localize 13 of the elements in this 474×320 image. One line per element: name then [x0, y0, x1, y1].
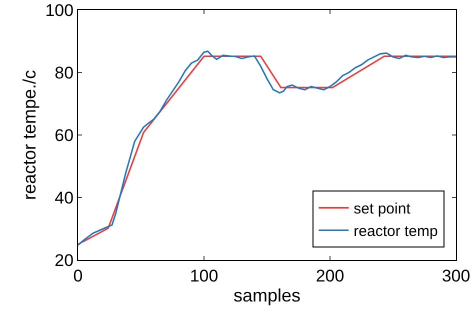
x-tick-label: 300: [442, 266, 470, 286]
legend-label: set point: [354, 200, 412, 218]
y-tick-label: 80: [54, 63, 74, 82]
y-tick-label: 20: [54, 250, 74, 270]
y-tick-label: 100: [45, 0, 74, 20]
y-axis-title: reactor tempe./c: [19, 70, 40, 200]
x-axis-title: samples: [233, 286, 301, 306]
y-tick-label: 60: [54, 126, 74, 145]
x-tick-label: 0: [73, 266, 83, 286]
x-tick-label: 100: [190, 266, 218, 286]
y-tick-label: 40: [54, 188, 74, 208]
legend-label: reactor temp: [354, 223, 438, 240]
x-tick-label: 200: [316, 266, 344, 286]
